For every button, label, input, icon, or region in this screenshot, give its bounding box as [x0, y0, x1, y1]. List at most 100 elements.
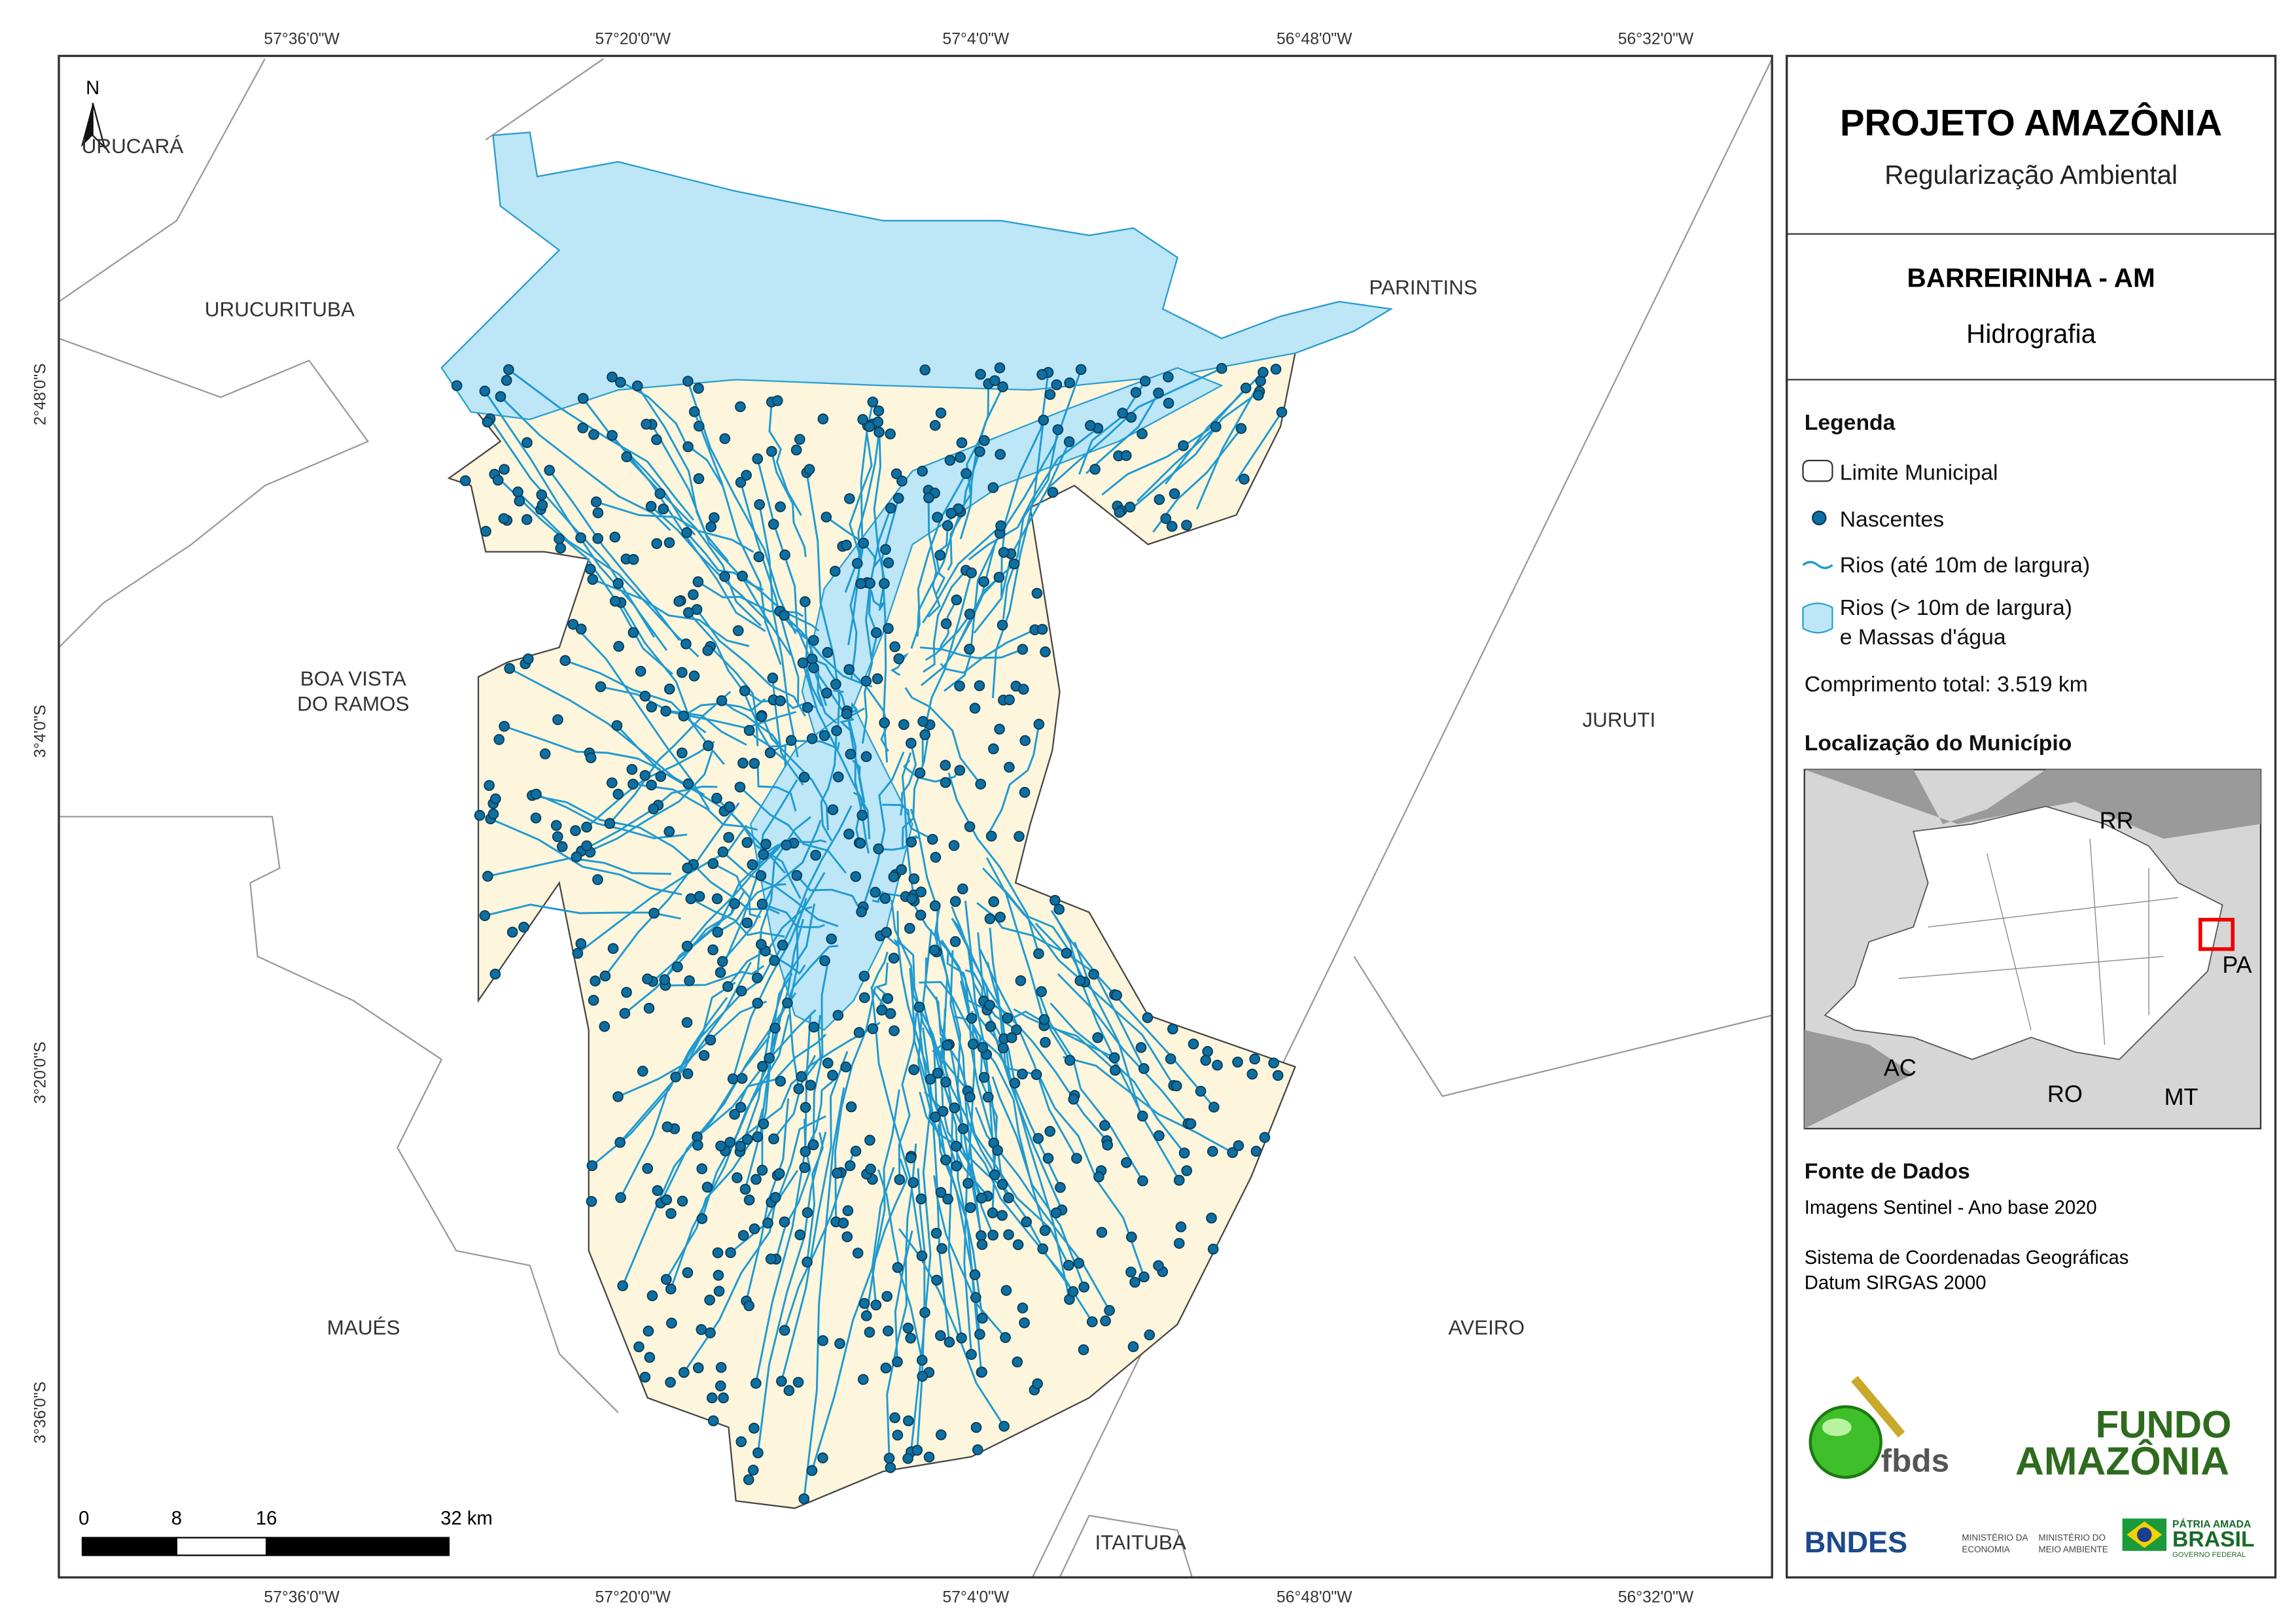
river	[532, 794, 695, 865]
river	[976, 1039, 1046, 1231]
spring	[588, 994, 599, 1006]
spring	[741, 470, 752, 481]
spring	[626, 763, 638, 775]
spring	[512, 486, 523, 498]
spring	[995, 520, 1006, 532]
spring	[974, 445, 985, 457]
spring	[521, 514, 533, 525]
river	[988, 724, 1040, 834]
spring	[642, 973, 653, 985]
river	[1048, 367, 1222, 489]
spring	[858, 1298, 870, 1309]
spring	[743, 1194, 755, 1206]
spring	[567, 619, 579, 630]
spring	[879, 578, 890, 589]
spring	[956, 437, 968, 449]
spring	[1006, 1032, 1017, 1043]
spring	[800, 1145, 811, 1157]
spring	[842, 1205, 854, 1217]
spring	[522, 653, 534, 665]
river	[509, 667, 705, 796]
spring	[631, 380, 643, 392]
river	[911, 901, 1004, 1049]
spring	[844, 493, 855, 504]
spring	[970, 1422, 982, 1433]
spring	[1110, 1064, 1121, 1076]
spring	[615, 1192, 626, 1204]
spring	[896, 864, 908, 875]
legend-item: e Massas d'água	[1840, 625, 2006, 650]
river	[595, 500, 754, 553]
spring	[987, 1207, 998, 1219]
spring	[967, 1038, 979, 1050]
spring	[889, 1412, 900, 1423]
spring	[827, 1070, 838, 1081]
spring	[703, 740, 714, 752]
spring	[1138, 1063, 1150, 1074]
spring	[639, 690, 651, 702]
logo-text: fbds	[1881, 1442, 1949, 1478]
spring	[1089, 463, 1101, 475]
spring	[782, 997, 793, 1009]
spring	[860, 675, 872, 687]
spring	[794, 434, 805, 445]
coord-label: 3°36'0"S	[32, 1382, 50, 1444]
spring	[896, 475, 908, 487]
river	[693, 411, 782, 665]
river	[900, 742, 917, 816]
spring	[834, 1338, 845, 1350]
spring	[806, 733, 818, 744]
spring	[845, 748, 857, 760]
spring	[864, 1327, 875, 1338]
place-label: AVEIRO	[1449, 1316, 1525, 1339]
spring	[585, 752, 597, 763]
river	[698, 581, 804, 618]
spring	[1188, 1038, 1199, 1050]
spring	[756, 1164, 768, 1176]
spring	[1019, 786, 1031, 798]
spring	[951, 1140, 962, 1152]
spring	[1178, 1147, 1190, 1159]
spring	[870, 1299, 882, 1311]
spring	[677, 667, 688, 678]
spring	[998, 547, 1010, 558]
spring	[767, 672, 779, 684]
spring	[737, 570, 748, 582]
spring	[957, 1123, 969, 1134]
river	[925, 576, 1000, 661]
scale-label: 32 km	[440, 1508, 493, 1529]
spring	[798, 771, 810, 783]
spring	[1004, 694, 1015, 706]
spring	[964, 1202, 976, 1213]
logo-text: MEIO AMBIENTE	[2038, 1544, 2108, 1554]
state-label: PA	[2222, 951, 2252, 978]
spring	[994, 724, 1005, 735]
spring	[1003, 1192, 1014, 1204]
river	[741, 575, 820, 632]
spring	[889, 641, 900, 652]
spring	[838, 1217, 849, 1229]
river	[686, 381, 797, 635]
spring	[882, 1325, 894, 1336]
river	[811, 658, 844, 693]
spring	[821, 512, 832, 523]
spring	[1004, 761, 1015, 773]
river	[572, 623, 710, 811]
spring	[1019, 735, 1031, 746]
legend-item: Rios (> 10m de largura)	[1840, 595, 2072, 620]
spring	[923, 1451, 935, 1463]
spring	[882, 993, 894, 1004]
coord-label: 57°20'0"W	[595, 30, 671, 48]
river	[780, 1051, 849, 1382]
spring	[696, 1324, 707, 1335]
spring	[1009, 1077, 1021, 1089]
spring	[682, 375, 694, 387]
spring	[643, 1002, 655, 1014]
spring	[1181, 1165, 1192, 1176]
river	[663, 904, 735, 981]
river	[940, 1038, 1010, 1198]
spring	[1067, 1286, 1079, 1297]
river	[991, 1076, 1086, 1288]
spring	[754, 498, 765, 510]
spring	[985, 1021, 997, 1032]
